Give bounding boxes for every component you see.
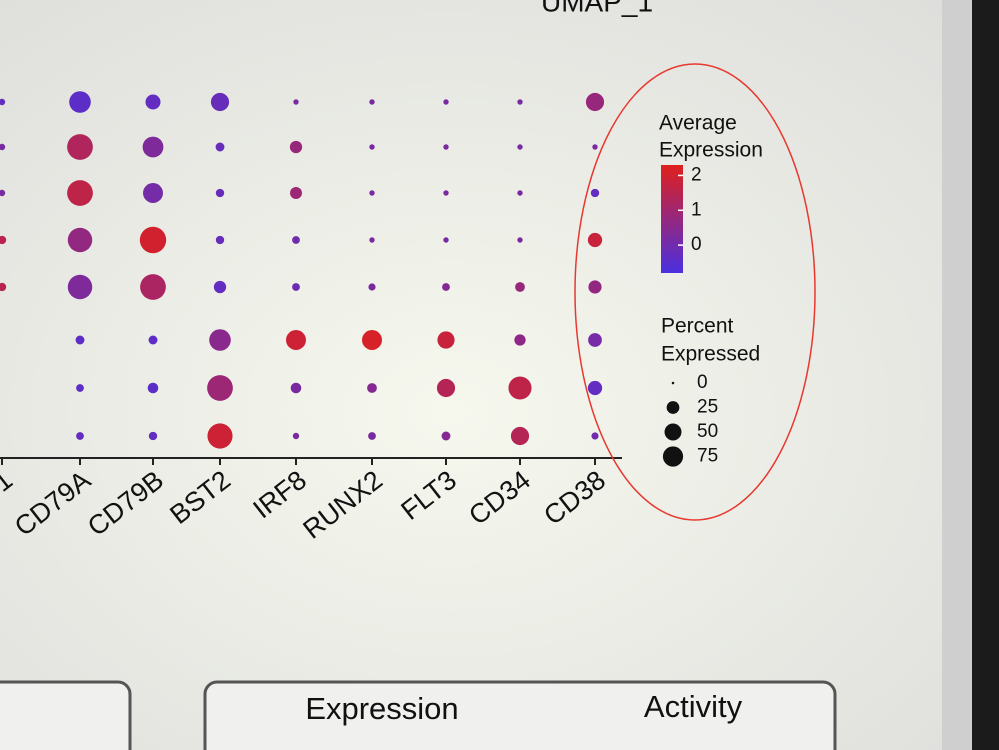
dot: [368, 283, 376, 291]
dot: [293, 99, 299, 105]
dot: [437, 331, 455, 349]
dot: [510, 426, 530, 446]
dot: [209, 329, 231, 351]
legend: Average Expression 0 1 2 Percent Expressed 0 25 5…: [659, 112, 763, 467]
dot: [588, 333, 602, 347]
legend-title: Percent: [661, 315, 734, 338]
dot: [215, 142, 225, 152]
bezel: [972, 0, 999, 750]
dot: [587, 380, 603, 396]
dot: [443, 237, 449, 243]
dot: [292, 432, 300, 440]
dot: [215, 188, 225, 198]
colorbar-tick-label: 1: [691, 199, 702, 220]
dot: [443, 144, 449, 150]
dot: [0, 143, 6, 151]
size-key: [666, 401, 680, 414]
dot: [368, 432, 376, 440]
dot: [207, 375, 233, 401]
size-key-label: 75: [697, 446, 718, 467]
dot: [0, 282, 7, 292]
dot: [139, 226, 167, 254]
dot: [369, 144, 375, 150]
dot: [67, 134, 93, 160]
dot: [367, 383, 377, 393]
dot: [517, 99, 523, 105]
dot: [508, 376, 532, 400]
dot: [590, 188, 600, 198]
dot: [67, 180, 93, 206]
tab[interactable]: Expression: [305, 691, 458, 726]
button[interactable]: [0, 680, 132, 750]
dot: [369, 190, 375, 196]
legend-title: Expression: [659, 139, 763, 162]
dot: [140, 274, 166, 300]
dot: [143, 183, 163, 203]
dot: [210, 92, 230, 112]
dot: [517, 237, 523, 243]
dot: [442, 283, 450, 291]
dot: [147, 382, 159, 394]
dot: [441, 431, 451, 441]
dot: [213, 280, 227, 294]
dot: [443, 190, 449, 196]
dot: [592, 144, 598, 150]
dot: [286, 330, 306, 350]
dot: [0, 98, 6, 106]
dot: [207, 423, 233, 449]
colorbar: [661, 165, 683, 273]
dot: [517, 144, 523, 150]
dot: [0, 189, 6, 197]
size-key-label: 50: [697, 421, 718, 442]
dot: [75, 335, 85, 345]
dot: [215, 235, 225, 245]
dot: [588, 280, 602, 294]
dot: [369, 99, 375, 105]
legend-title: Expressed: [661, 343, 760, 366]
dot: [290, 187, 302, 199]
dot: [517, 190, 523, 196]
size-key-label: 0: [697, 372, 708, 393]
plot-title: UMAP_1: [541, 0, 653, 17]
dot: [591, 432, 599, 440]
dot: [587, 232, 603, 248]
colorbar-tick-label: 2: [691, 164, 702, 185]
dot: [67, 274, 93, 300]
dot: [69, 91, 91, 113]
colorbar-tick-label: 0: [691, 234, 702, 255]
size-key: [662, 446, 684, 467]
size-key: [671, 381, 675, 385]
dot: [369, 237, 375, 243]
annotation-ellipse: [574, 63, 816, 521]
tab-bar: [203, 680, 837, 750]
dot: [514, 334, 526, 346]
dot: [148, 335, 158, 345]
size-key: [664, 423, 682, 441]
dot: [67, 227, 93, 253]
size-key-label: 25: [697, 397, 718, 418]
dot: [142, 136, 164, 158]
dot: [292, 283, 300, 291]
dot: [585, 92, 605, 112]
tab[interactable]: Activity: [644, 689, 743, 724]
dot: [145, 94, 161, 110]
dot: [148, 431, 158, 441]
legend-title: Average: [659, 112, 737, 135]
dot: [436, 378, 456, 398]
dot: [362, 330, 382, 350]
dot: [76, 384, 84, 392]
dot: [515, 282, 525, 292]
dot: [0, 235, 7, 245]
dot: [289, 140, 303, 154]
dot: [443, 99, 449, 105]
dot: [292, 236, 300, 244]
dot: [290, 382, 302, 394]
dot: [76, 432, 84, 440]
